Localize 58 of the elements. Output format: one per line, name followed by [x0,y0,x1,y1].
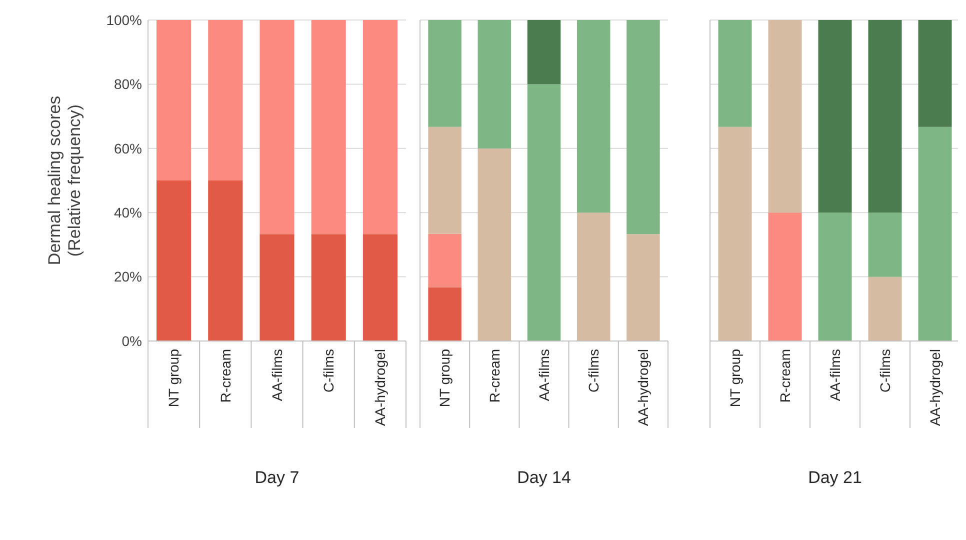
bar [156,180,192,341]
bar [208,180,243,341]
y-tick-label: 80% [114,76,142,92]
bar [818,20,852,213]
x-tick-label: R-cream [217,349,234,403]
bar [208,20,243,180]
y-axis-title: Dermal healing scores (Relative frequency) [44,96,84,266]
bar [156,20,192,180]
bar [428,234,462,288]
bar [428,20,462,127]
bar [428,126,462,234]
bar [478,148,512,341]
bar [576,20,610,213]
bar [626,234,660,341]
bar [718,20,752,127]
x-tick-label: AA-hydrogel [635,349,652,426]
bar [311,234,346,341]
bar [868,212,902,277]
x-tick-label: NT group [166,348,182,408]
x-tick-label: C-films [320,349,336,393]
bar [362,20,398,234]
x-tick-label: C-films [876,349,893,393]
x-tick-label: AA-films [268,349,285,402]
y-tick-label: 0% [122,332,142,349]
x-tick-label: R-cream [776,349,793,403]
x-tick-label: AA-hydrogel [372,349,388,426]
x-tick-label: NT group [436,348,453,408]
bar [527,20,561,84]
bar [260,234,294,341]
x-axis-title: Day 14 [517,468,571,487]
bar [918,126,952,341]
bar [626,20,660,234]
x-axis-title: Day 7 [254,468,300,487]
x-tick-label: AA-films [826,349,843,402]
bar [768,20,802,213]
bar [718,126,752,341]
x-axis-title: Day 21 [808,468,862,487]
x-tick-label: AA-hydrogel [926,349,943,426]
bar [768,212,802,341]
bar [311,20,346,234]
y-tick-label: 60% [114,140,142,156]
bar [362,234,398,341]
x-tick-label: NT group [726,348,743,408]
bar [918,20,952,127]
bar [428,287,462,341]
x-tick-label: AA-films [536,349,552,402]
bar [260,20,294,234]
bar [527,84,561,341]
bar [818,212,852,341]
x-tick-label: C-films [586,349,602,393]
y-tick-label: 20% [114,268,142,285]
bar [478,20,512,148]
y-tick-label: 40% [114,204,142,220]
y-tick-label: 100% [106,12,142,28]
x-tick-label: R-cream [486,349,502,403]
bar [868,276,902,341]
bar [576,212,610,341]
bar [868,20,902,213]
